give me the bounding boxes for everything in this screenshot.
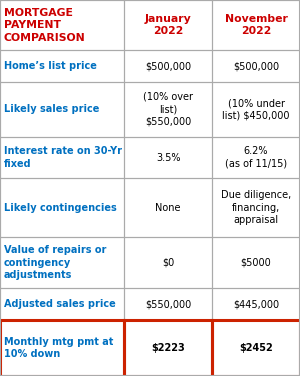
Text: Monthly mtg pmt at
10% down: Monthly mtg pmt at 10% down (4, 337, 113, 359)
Text: (10% over
list)
$550,000: (10% over list) $550,000 (143, 92, 193, 127)
Text: $0: $0 (162, 258, 174, 268)
Text: (10% under
list) $450,000: (10% under list) $450,000 (222, 98, 290, 121)
Text: Due diligence,
financing,
appraisal: Due diligence, financing, appraisal (221, 190, 291, 225)
Bar (124, 137, 212, 178)
Bar (212, 82, 300, 137)
Bar (0, 0, 124, 50)
Bar (124, 320, 212, 376)
Bar (0, 50, 124, 82)
Bar (212, 0, 300, 50)
Text: Home’s list price: Home’s list price (4, 61, 97, 71)
Text: Likely sales price: Likely sales price (4, 105, 99, 114)
Text: $5000: $5000 (241, 258, 272, 268)
Text: 3.5%: 3.5% (156, 153, 180, 162)
Text: MORTGAGE
PAYMENT
COMPARISON: MORTGAGE PAYMENT COMPARISON (4, 8, 86, 42)
Bar (124, 50, 212, 82)
Text: $500,000: $500,000 (145, 61, 191, 71)
Bar (124, 288, 212, 320)
Text: 6.2%
(as of 11/15): 6.2% (as of 11/15) (225, 146, 287, 169)
Text: November
2022: November 2022 (225, 14, 287, 36)
Bar (212, 50, 300, 82)
Text: Interest rate on 30-Yr
fixed: Interest rate on 30-Yr fixed (4, 146, 122, 169)
Bar (0, 178, 124, 237)
Bar (212, 320, 300, 376)
Bar (0, 82, 124, 137)
Text: $2223: $2223 (151, 343, 185, 353)
Bar (124, 178, 212, 237)
Text: $2452: $2452 (239, 343, 273, 353)
Bar (0, 137, 124, 178)
Bar (212, 237, 300, 288)
Bar (212, 178, 300, 237)
Bar (0, 288, 124, 320)
Text: $445,000: $445,000 (233, 299, 279, 309)
Bar (124, 0, 212, 50)
Text: Value of repairs or
contingency
adjustments: Value of repairs or contingency adjustme… (4, 245, 106, 280)
Bar (212, 137, 300, 178)
Text: None: None (155, 203, 181, 213)
Text: January
2022: January 2022 (145, 14, 191, 36)
Bar (0, 237, 124, 288)
Bar (0, 320, 124, 376)
Bar (124, 82, 212, 137)
Text: $550,000: $550,000 (145, 299, 191, 309)
Bar (212, 288, 300, 320)
Text: Likely contingencies: Likely contingencies (4, 203, 117, 213)
Text: Adjusted sales price: Adjusted sales price (4, 299, 116, 309)
Bar (124, 237, 212, 288)
Text: $500,000: $500,000 (233, 61, 279, 71)
